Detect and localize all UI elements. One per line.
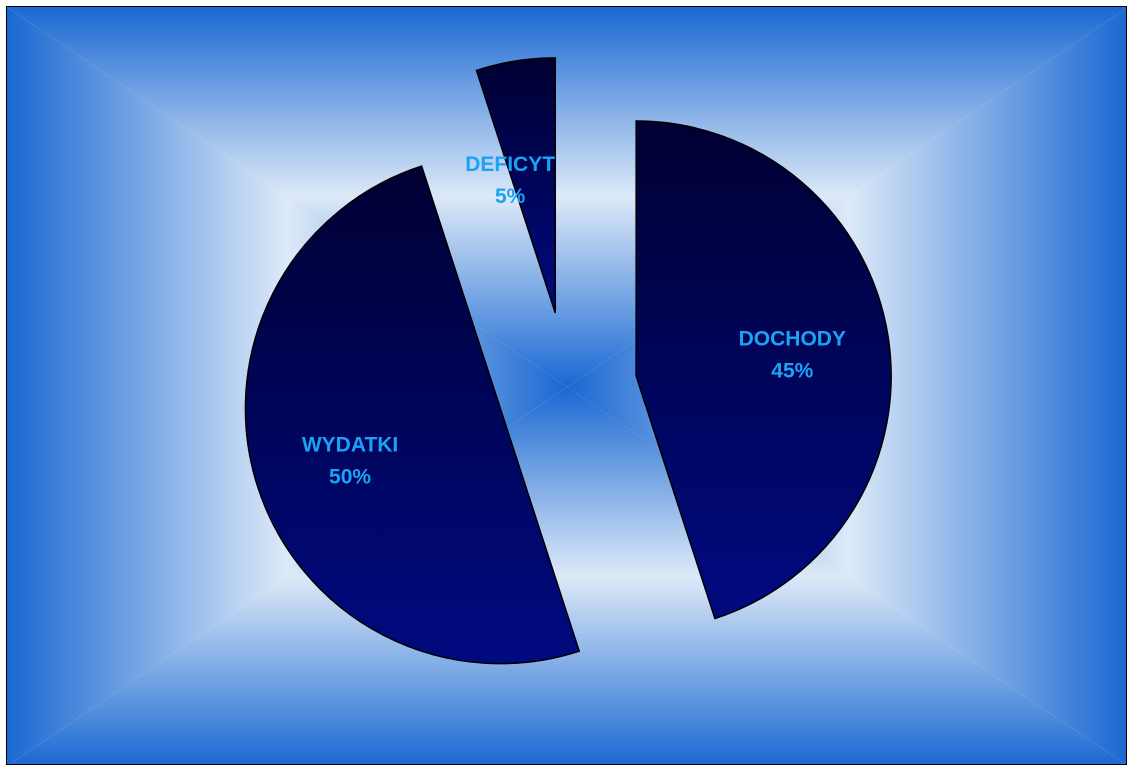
slice-label-deficyt: DEFICYT bbox=[465, 153, 555, 176]
chart-frame: DOCHODY 45% WYDATKI 50% DEFICYT 5% bbox=[6, 6, 1127, 765]
slice-value-deficyt: 5% bbox=[495, 185, 526, 208]
slice-value-wydatki: 50% bbox=[329, 465, 371, 488]
pie-slices bbox=[244, 57, 892, 665]
slice-label-dochody: DOCHODY bbox=[739, 327, 846, 350]
slice-value-dochody: 45% bbox=[771, 359, 813, 382]
pie-chart: DOCHODY 45% WYDATKI 50% DEFICYT 5% bbox=[7, 7, 1126, 764]
pie-labels: DOCHODY 45% WYDATKI 50% DEFICYT 5% bbox=[302, 153, 846, 489]
pie-slice-deficyt bbox=[475, 57, 557, 314]
pie-slice-dochody bbox=[635, 120, 892, 620]
pie-slice-wydatki bbox=[244, 165, 581, 665]
slice-label-wydatki: WYDATKI bbox=[302, 433, 398, 456]
